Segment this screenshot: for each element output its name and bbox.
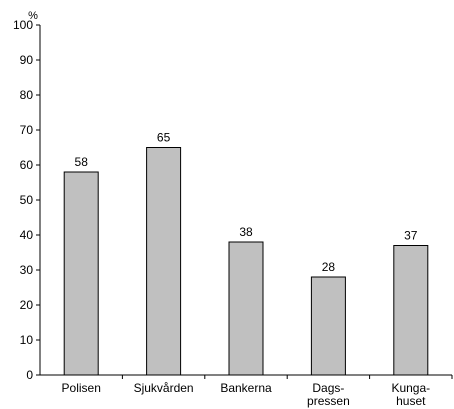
y-tick-label: 10 <box>20 333 34 347</box>
bar-value-label: 65 <box>157 131 171 145</box>
y-tick-label: 40 <box>20 228 34 242</box>
y-tick-label: 60 <box>20 158 34 172</box>
bar <box>63 171 99 376</box>
bars: 58 65 38 28 37 <box>63 131 429 376</box>
x-category-label: Sjukvården <box>134 381 194 395</box>
bar <box>310 276 346 376</box>
x-category-label: huset <box>396 394 426 408</box>
x-category-label: Polisen <box>62 381 101 395</box>
bar-value-label: 38 <box>239 225 253 239</box>
y-tick-label: 90 <box>20 53 34 67</box>
bar <box>228 241 264 376</box>
x-category-label: Kunga- <box>391 381 430 395</box>
y-tick-label: 50 <box>20 193 34 207</box>
x-category-label: Bankerna <box>220 381 272 395</box>
y-tick-label: 70 <box>20 123 34 137</box>
y-tick-label: 20 <box>20 298 34 312</box>
y-axis-ticks: 0 10 20 30 40 50 60 70 80 90 100 <box>13 18 40 382</box>
bar <box>393 245 429 376</box>
bar-value-label: 37 <box>404 229 418 243</box>
x-category-label: Dags- <box>312 381 344 395</box>
x-axis-labels: Polisen Sjukvården Bankerna Dags-pressen Kun… <box>62 375 453 408</box>
bar-value-label: 28 <box>322 260 336 274</box>
y-tick-label: 30 <box>20 263 34 277</box>
y-tick-label: 100 <box>13 18 33 32</box>
bar-value-label: 58 <box>75 155 89 169</box>
y-tick-label: 0 <box>26 368 33 382</box>
y-tick-label: 80 <box>20 88 34 102</box>
y-axis-unit-label: % <box>28 10 38 22</box>
bar <box>146 147 182 376</box>
x-category-label: pressen <box>307 394 350 408</box>
